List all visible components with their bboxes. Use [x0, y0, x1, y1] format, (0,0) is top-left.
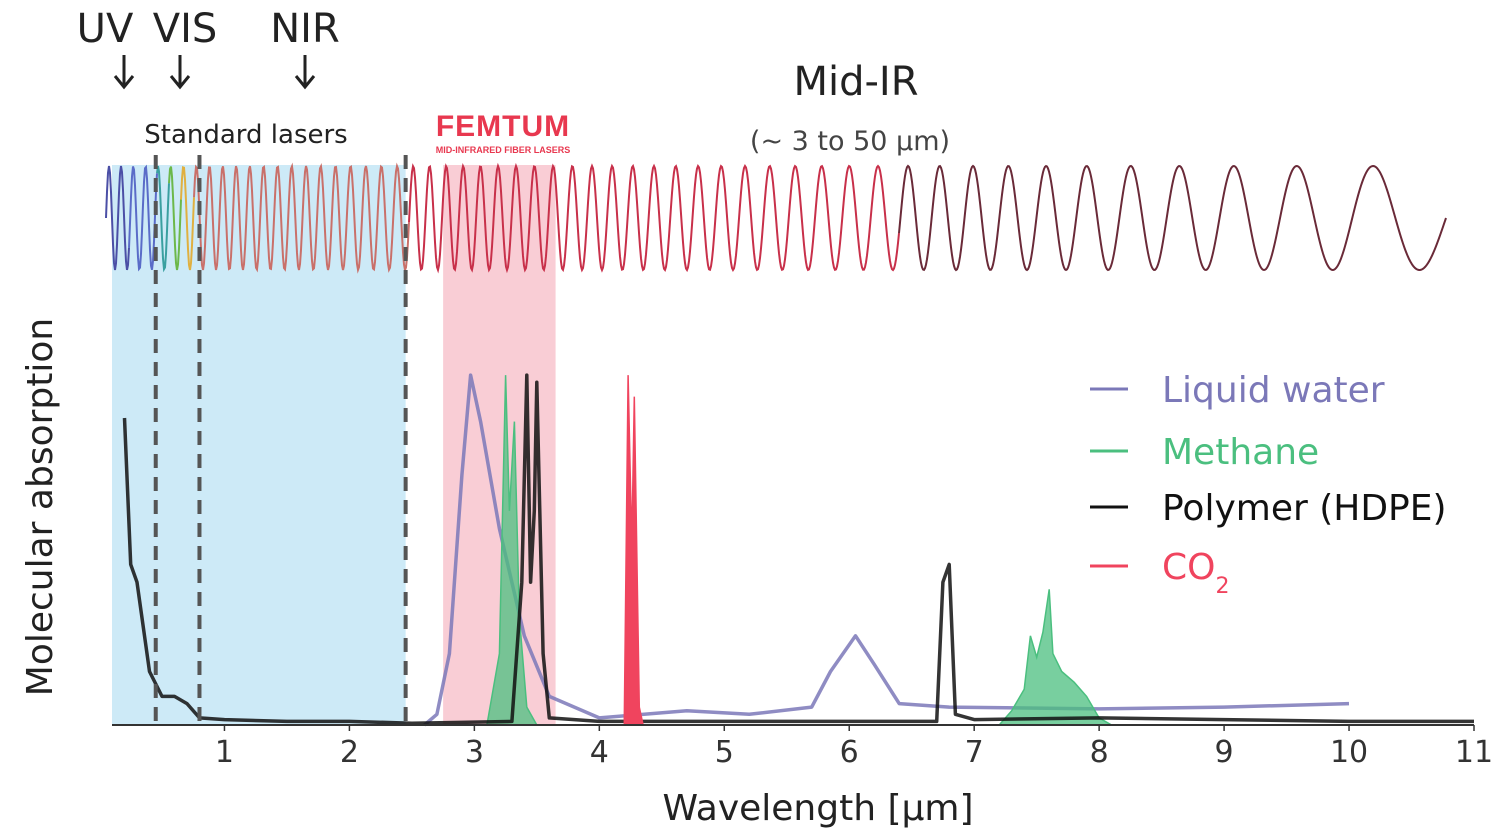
band-arrows — [113, 55, 316, 90]
mid-ir-range: (~ 3 to 50 μm) — [750, 126, 950, 157]
x-tick-label: 2 — [340, 735, 359, 770]
legend-label-co2: CO2 — [1162, 547, 1229, 599]
wave-segment — [180, 165, 195, 271]
wave-segment — [168, 166, 182, 271]
wave-segment — [105, 165, 130, 271]
legend-co2-subscript: 2 — [1215, 574, 1229, 599]
uv-arrow-icon — [113, 55, 135, 90]
wave-segment — [408, 162, 900, 274]
x-tick-label: 8 — [1090, 735, 1109, 770]
series-layer — [122, 373, 1474, 727]
x-axis: 1 2 3 4 5 6 7 8 9 10 11 — [112, 724, 1493, 770]
legend-co2-main: CO — [1162, 547, 1215, 588]
x-tick-label: 7 — [965, 735, 984, 770]
femtum-logo-tagline: MID-INFRARED FIBER LASERS — [436, 145, 571, 155]
em-wave — [105, 162, 1447, 274]
wave-segment — [156, 165, 170, 273]
x-tick-label: 1 — [215, 735, 234, 770]
x-tick-label: 10 — [1330, 735, 1368, 770]
vis-label: VIS — [153, 6, 218, 52]
legend: Liquid water Methane Polymer (HDPE) CO2 — [1090, 370, 1447, 599]
femtum-logo: FEMTUM MID-INFRARED FIBER LASERS — [436, 110, 571, 155]
nir-label: NIR — [270, 6, 340, 52]
x-axis-label: Wavelength [μm] — [662, 788, 973, 829]
uv-label: UV — [77, 6, 134, 52]
legend-label-polymer: Polymer (HDPE) — [1162, 488, 1447, 529]
series-polymer-hdpe--line — [122, 373, 1474, 725]
x-tick-label: 11 — [1455, 735, 1493, 770]
x-tick-label: 9 — [1215, 735, 1234, 770]
standard-lasers-label: Standard lasers — [144, 120, 347, 150]
vis-arrow-icon — [169, 55, 191, 90]
x-tick-label: 4 — [590, 735, 609, 770]
femtum-logo-name: FEMTUM — [436, 110, 570, 143]
x-tick-label: 3 — [465, 735, 484, 770]
wave-segment — [193, 162, 410, 274]
wave-segment — [128, 164, 158, 272]
nir-arrow-icon — [294, 55, 316, 90]
x-tick-label: 6 — [840, 735, 859, 770]
series-liquid-water-line — [423, 373, 1350, 727]
dashed-lines — [153, 155, 408, 725]
legend-label-methane: Methane — [1162, 432, 1319, 473]
series-co-area — [623, 375, 645, 726]
x-tick-label: 5 — [715, 735, 734, 770]
wave-segment — [898, 164, 1447, 272]
y-axis-label: Molecular absorption — [20, 318, 61, 696]
legend-label-water: Liquid water — [1162, 370, 1385, 411]
series-methane-area — [486, 375, 1112, 726]
mid-ir-label: Mid-IR — [793, 59, 918, 105]
